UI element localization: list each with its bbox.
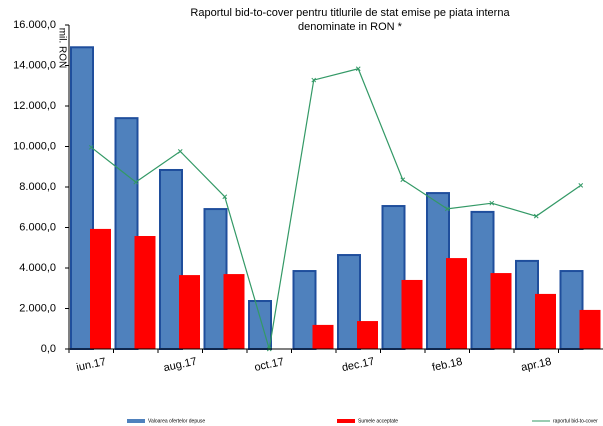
bar: [470, 210, 495, 350]
y-axis-label: mil. RON: [56, 28, 67, 69]
marker: [177, 149, 183, 154]
bar: [292, 270, 317, 351]
bar: [134, 236, 156, 349]
x-tick-label: iun.17: [75, 356, 107, 374]
bar: [179, 275, 200, 349]
legend-label: Valoarea ofertelor depuse: [148, 418, 205, 424]
chart-title: Raportul bid-to-cover pentru titlurile d…: [190, 7, 510, 19]
marker: [533, 213, 539, 219]
y-tick-label: 0,0: [41, 343, 56, 355]
x-tick-label: dec.17: [341, 356, 376, 375]
bar: [401, 279, 423, 349]
bar: [515, 259, 539, 351]
y-tick-label: 12.000,0: [13, 100, 56, 112]
bar: [90, 228, 111, 349]
bar: [559, 270, 584, 351]
y-tick-label: 2.000,0: [19, 302, 56, 314]
chart-subtitle: denominate in RON *: [298, 21, 403, 33]
bar: [312, 324, 334, 349]
bar: [446, 258, 467, 349]
x-tick-label: feb.18: [431, 356, 463, 374]
y-tick-label: 8.000,0: [19, 181, 56, 193]
bar: [579, 309, 601, 349]
marker: [88, 144, 94, 150]
marker: [578, 183, 584, 188]
y-tick-label: 6.000,0: [19, 221, 56, 233]
bar: [159, 168, 183, 350]
x-tick-label: oct.17: [253, 356, 285, 374]
bar: [535, 293, 556, 349]
marker: [133, 179, 139, 185]
y-tick-label: 14.000,0: [13, 59, 56, 71]
bar: [337, 254, 361, 350]
marker: [355, 66, 361, 72]
marker: [400, 177, 406, 183]
y-tick-label: 10.000,0: [13, 140, 56, 152]
bar: [426, 192, 450, 350]
legend-label: Sumele acceptate: [358, 418, 398, 424]
bar: [490, 273, 512, 349]
y-tick-label: 4.000,0: [19, 262, 56, 274]
marker: [489, 200, 495, 206]
bar: [203, 208, 228, 350]
marker: [222, 194, 228, 200]
x-tick-label: aug.17: [163, 356, 198, 375]
bar: [223, 274, 245, 349]
bar: [381, 205, 406, 350]
x-tick-label: apr.18: [520, 356, 552, 374]
marker: [311, 77, 317, 83]
marker: [444, 206, 450, 212]
legend-label: raportul bid-to-cover: [553, 418, 598, 424]
bar: [114, 117, 139, 351]
line: [90, 68, 582, 350]
bar: [357, 321, 378, 349]
legend-swatch: [337, 419, 355, 423]
legend-swatch: [127, 419, 145, 423]
bar: [70, 46, 94, 351]
y-tick-label: 16.000,0: [13, 19, 56, 31]
